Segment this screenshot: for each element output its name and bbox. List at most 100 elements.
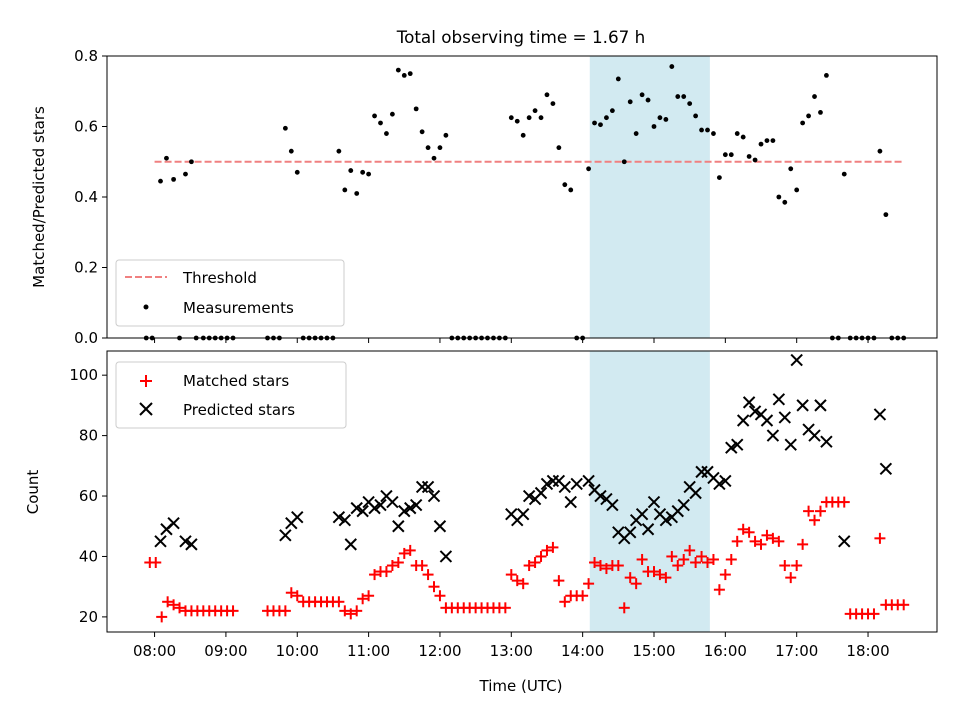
predicted-star-point: [582, 474, 595, 488]
matched-star-point: [386, 560, 398, 572]
predicted-star-stroke-b: [167, 517, 180, 530]
predicted-star-stroke-b: [624, 526, 637, 539]
predicted-star-stroke-b: [588, 483, 601, 497]
matched-star-point: [600, 563, 612, 575]
x-tick-label: 08:00: [133, 642, 176, 660]
measurement-point: [282, 125, 288, 131]
x-tick-label: 12:00: [418, 642, 461, 660]
predicted-star-stroke-b: [725, 441, 738, 454]
predicted-star-stroke-b: [814, 399, 827, 412]
measurement-point: [794, 187, 800, 193]
measurement-point: [657, 115, 663, 121]
bottom-panel: 20 40 60 80 100 08:00 09:00 10:00 11:00 12:00 13:…: [24, 350, 938, 695]
measurement-point: [598, 122, 603, 128]
predicted-star-stroke-b: [731, 438, 744, 451]
bottom-x-axis-ticks: 08:00 09:00 10:00 11:00 12:00 13:00 14:00 15:00…: [133, 632, 890, 660]
predicted-star-stroke-b: [701, 465, 714, 479]
matched-star-point: [767, 532, 779, 544]
predicted-star-stroke-b: [873, 408, 887, 421]
predicted-star-point: [392, 520, 405, 533]
predicted-star-stroke-b: [421, 480, 435, 494]
predicted-star-stroke-b: [368, 501, 381, 515]
predicted-legend-label: Predicted stars: [183, 401, 295, 419]
matched-star-point: [797, 538, 809, 550]
matched-star-point: [434, 590, 446, 602]
measurement-point: [806, 113, 811, 119]
predicted-star-stroke-b: [677, 498, 690, 512]
predicted-star-stroke-b: [742, 396, 756, 409]
measurement-point: [675, 94, 681, 99]
predicted-star-point: [427, 489, 441, 503]
matched-star-point: [803, 505, 815, 517]
predicted-star-point: [814, 399, 827, 412]
matched-star-point: [743, 526, 755, 538]
matched-star-point: [648, 566, 660, 578]
predicted-star-point: [713, 477, 726, 491]
matched-star-point: [838, 496, 850, 508]
top-legend: Threshold Measurements: [115, 259, 345, 327]
matched-star-point: [392, 557, 404, 569]
top-y-tick-label: 0.4: [74, 188, 98, 206]
predicted-star-point: [719, 474, 732, 488]
predicted-star-stroke-b: [600, 492, 613, 506]
predicted-star-point: [689, 486, 702, 500]
matched-star-point: [749, 535, 761, 547]
predicted-star-point: [332, 510, 346, 524]
predicted-star-stroke-b: [784, 438, 797, 451]
predicted-star-point: [772, 393, 786, 406]
predicted-star-point: [368, 501, 381, 515]
predicted-star-stroke-b: [653, 507, 667, 521]
predicted-star-stroke-b: [291, 510, 304, 524]
matched-star-point: [535, 550, 547, 562]
predicted-star-point: [725, 441, 738, 454]
predicted-star-point: [564, 495, 577, 509]
x-tick-label: 10:00: [276, 642, 319, 660]
matched-legend-swatch: [140, 375, 152, 387]
matched-star-point: [779, 560, 791, 572]
matched-star-point: [398, 547, 410, 559]
measurement-point: [419, 129, 425, 135]
matched-star-point: [678, 553, 690, 565]
predicted-star-stroke-b: [582, 474, 595, 488]
matched-star-point: [227, 605, 239, 617]
top-legend-box: [115, 259, 345, 327]
measurement-point: [360, 169, 366, 175]
matched-star-point: [351, 605, 363, 617]
predicted-star-stroke-b: [659, 513, 673, 527]
measurement-point: [336, 148, 342, 154]
matched-star-point: [690, 557, 702, 569]
matched-star-point: [654, 569, 666, 581]
predicted-star-point: [344, 538, 357, 551]
measurement-point: [288, 148, 294, 154]
matched-star-point: [162, 596, 174, 608]
measurement-point: [526, 115, 532, 121]
matched-star-point: [773, 535, 785, 547]
measurement-point: [372, 113, 377, 119]
predicted-star-point: [338, 513, 352, 527]
measurement-point: [550, 101, 556, 106]
measurement-point: [514, 118, 520, 124]
x-tick-label: 13:00: [490, 642, 533, 660]
matched-star-point: [369, 569, 381, 581]
matched-star-point: [868, 608, 880, 620]
predicted-star-stroke-b: [606, 498, 619, 512]
measurement-point: [389, 111, 395, 117]
measurement-point: [183, 171, 188, 177]
predicted-star-stroke-b: [641, 523, 655, 536]
x-tick-label: 17:00: [775, 642, 818, 660]
matched-star-point: [874, 532, 886, 544]
predicted-star-point: [279, 529, 292, 542]
measurement-point: [788, 166, 794, 172]
predicted-star-stroke-b: [790, 353, 803, 367]
matched-star-point: [725, 553, 737, 565]
predicted-star-point: [421, 480, 435, 494]
measurement-point: [687, 101, 693, 106]
measurement-point: [663, 117, 669, 122]
measurements-legend-label: Measurements: [183, 299, 294, 317]
matched-star-point: [898, 599, 910, 611]
matched-star-point: [660, 572, 672, 584]
predicted-star-point: [356, 504, 369, 518]
top-x-axis-ticks: [154, 338, 869, 343]
predicted-star-point: [439, 550, 453, 563]
